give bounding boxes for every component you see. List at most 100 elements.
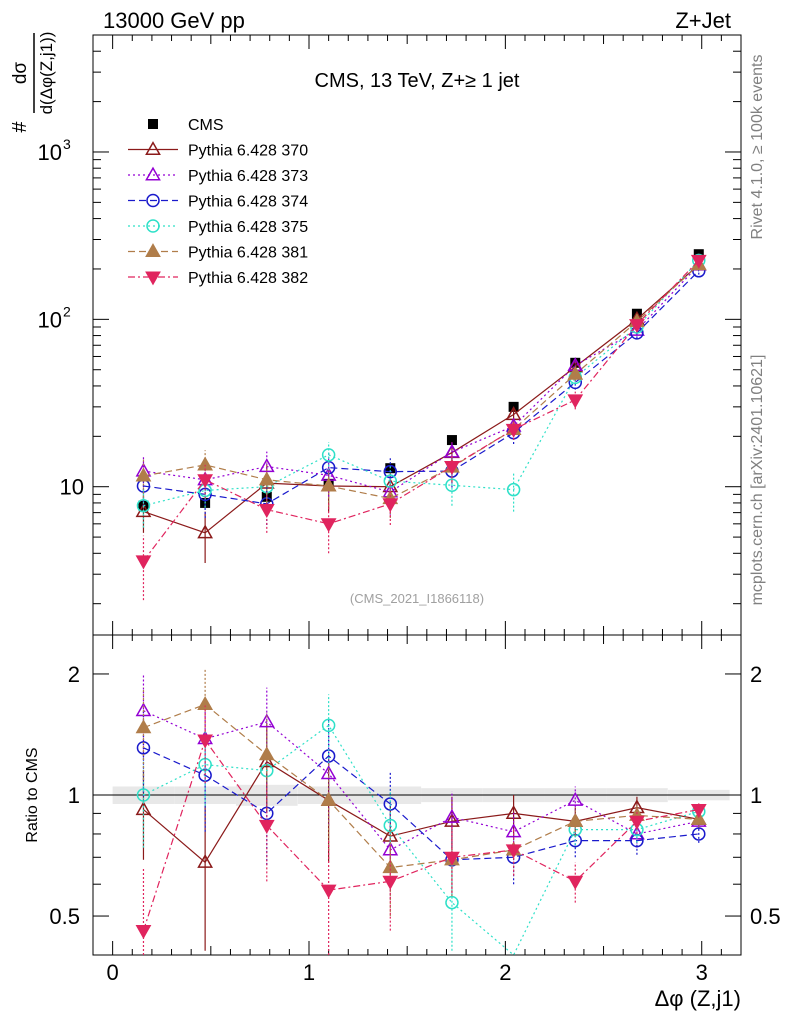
data-point xyxy=(320,518,337,533)
series-line xyxy=(143,270,700,505)
data-point xyxy=(382,875,399,890)
legend-label: Pythia 6.428 382 xyxy=(188,270,308,287)
data-point xyxy=(258,504,275,519)
data-point xyxy=(197,456,214,471)
series-line xyxy=(143,264,700,534)
data-point xyxy=(506,482,521,497)
x-axis-label: Δφ (Z,j1) xyxy=(655,986,741,1011)
series-line xyxy=(143,747,699,861)
legend-label: Pythia 6.428 374 xyxy=(188,194,308,211)
data-point xyxy=(444,460,460,475)
data-point xyxy=(690,804,707,818)
data-point xyxy=(197,474,214,489)
data-point xyxy=(321,448,336,462)
series-line xyxy=(142,259,700,562)
ylabel-denominator: d(Δφ(Z,j1)) xyxy=(37,32,56,115)
data-point xyxy=(690,810,707,825)
data-point xyxy=(135,719,152,734)
y-tick-label-exponent: 3 xyxy=(63,136,71,152)
data-point xyxy=(692,827,706,841)
data-point xyxy=(629,815,645,830)
main-ylabel: # dσ d(Δφ(Z,j1)) xyxy=(9,32,56,133)
legend-marker xyxy=(145,271,161,286)
series-line xyxy=(143,264,700,493)
data-point xyxy=(135,555,152,570)
data-point xyxy=(382,498,399,513)
data-point xyxy=(505,844,522,859)
legend-entry: Pythia 6.428 382 xyxy=(128,270,308,287)
series-line xyxy=(142,738,699,931)
data-point xyxy=(320,884,337,899)
data-point xyxy=(320,791,337,806)
data-point xyxy=(135,925,152,940)
data-point xyxy=(567,791,584,806)
main-title: CMS, 13 TeV, Z+≥ 1 jet xyxy=(315,70,520,92)
ratio-y-tick-label-right: 1 xyxy=(750,783,762,808)
legend-label: Pythia 6.428 375 xyxy=(188,219,308,236)
legend-label: Pythia 6.428 370 xyxy=(188,143,308,160)
data-point xyxy=(197,734,214,749)
series-pythia-6-428-374 xyxy=(136,264,706,526)
data-point xyxy=(136,498,151,513)
x-tick-label: 0 xyxy=(107,960,119,985)
x-tick-label: 2 xyxy=(499,960,511,985)
main-data-layer xyxy=(135,249,707,601)
main-axis-ticks xyxy=(93,34,742,635)
rivet-label: Rivet 4.1.0, ≥ 100k events xyxy=(749,55,766,240)
data-point xyxy=(135,467,152,482)
ratio-panel: 0.5 0.5 1 1 2 2 0 1 2 3 Ratio to CMS Δφ (Z,j1) xyxy=(24,634,781,1011)
data-point xyxy=(197,695,214,710)
legend-entry: Pythia 6.428 370 xyxy=(128,141,308,160)
mcplots-label: mcplots.cern.ch [arXiv:2401.10621] xyxy=(749,355,766,606)
data-point xyxy=(383,464,398,479)
legend-entry: Pythia 6.428 373 xyxy=(128,166,308,185)
y-tick-label: 10 xyxy=(38,307,62,332)
data-point xyxy=(321,718,336,733)
series-pythia-6-428-381 xyxy=(135,256,707,519)
series-line xyxy=(143,703,699,869)
data-point xyxy=(567,875,584,890)
legend-entry: CMS xyxy=(148,117,224,134)
ratio-y-tick-label: 0.5 xyxy=(49,904,80,929)
series-line xyxy=(143,710,699,851)
legend-marker xyxy=(146,193,160,208)
series-line xyxy=(143,264,700,500)
main-panel: CMS, 13 TeV, Z+≥ 1 jet (CMS_2021_I186611… xyxy=(38,34,742,636)
series-pythia-6-428-370 xyxy=(135,256,707,564)
legend-entry: Pythia 6.428 381 xyxy=(128,243,308,262)
legend-label: Pythia 6.428 373 xyxy=(188,168,308,185)
y-tick-label: 10 xyxy=(38,140,62,165)
x-tick-label: 1 xyxy=(303,960,315,985)
ratio-ytick-labels: 0.5 0.5 1 1 2 2 xyxy=(49,662,780,929)
series-line xyxy=(143,259,700,507)
legend-marker xyxy=(145,243,161,258)
header-left: 13000 GeV pp xyxy=(103,8,245,33)
data-point xyxy=(198,487,212,502)
data-point xyxy=(258,746,275,761)
ratio-y-tick-label: 2 xyxy=(68,662,80,687)
data-point xyxy=(258,753,275,768)
data-point xyxy=(197,524,214,539)
data-point xyxy=(505,423,522,438)
ratio-y-tick-label-right: 0.5 xyxy=(750,904,781,929)
data-point xyxy=(258,471,275,486)
series-line xyxy=(143,724,699,956)
data-point xyxy=(567,365,584,380)
legend: CMS Pythia 6.428 370 Pythia 6.428 373 Pythi… xyxy=(128,117,308,287)
series-pythia-6-428-382 xyxy=(135,254,707,601)
data-point xyxy=(258,458,275,473)
ratio-y-tick-label: 1 xyxy=(68,783,80,808)
y-tick-label-exponent: 2 xyxy=(63,303,71,319)
data-point xyxy=(197,853,214,868)
data-point xyxy=(567,812,584,827)
data-point xyxy=(320,477,337,492)
header-right: Z+Jet xyxy=(675,8,731,33)
data-point xyxy=(444,808,460,823)
legend-marker xyxy=(145,166,161,181)
data-point xyxy=(383,474,398,488)
ratio-ylabel: Ratio to CMS xyxy=(24,747,41,842)
data-point xyxy=(567,394,584,409)
data-point xyxy=(629,319,645,334)
